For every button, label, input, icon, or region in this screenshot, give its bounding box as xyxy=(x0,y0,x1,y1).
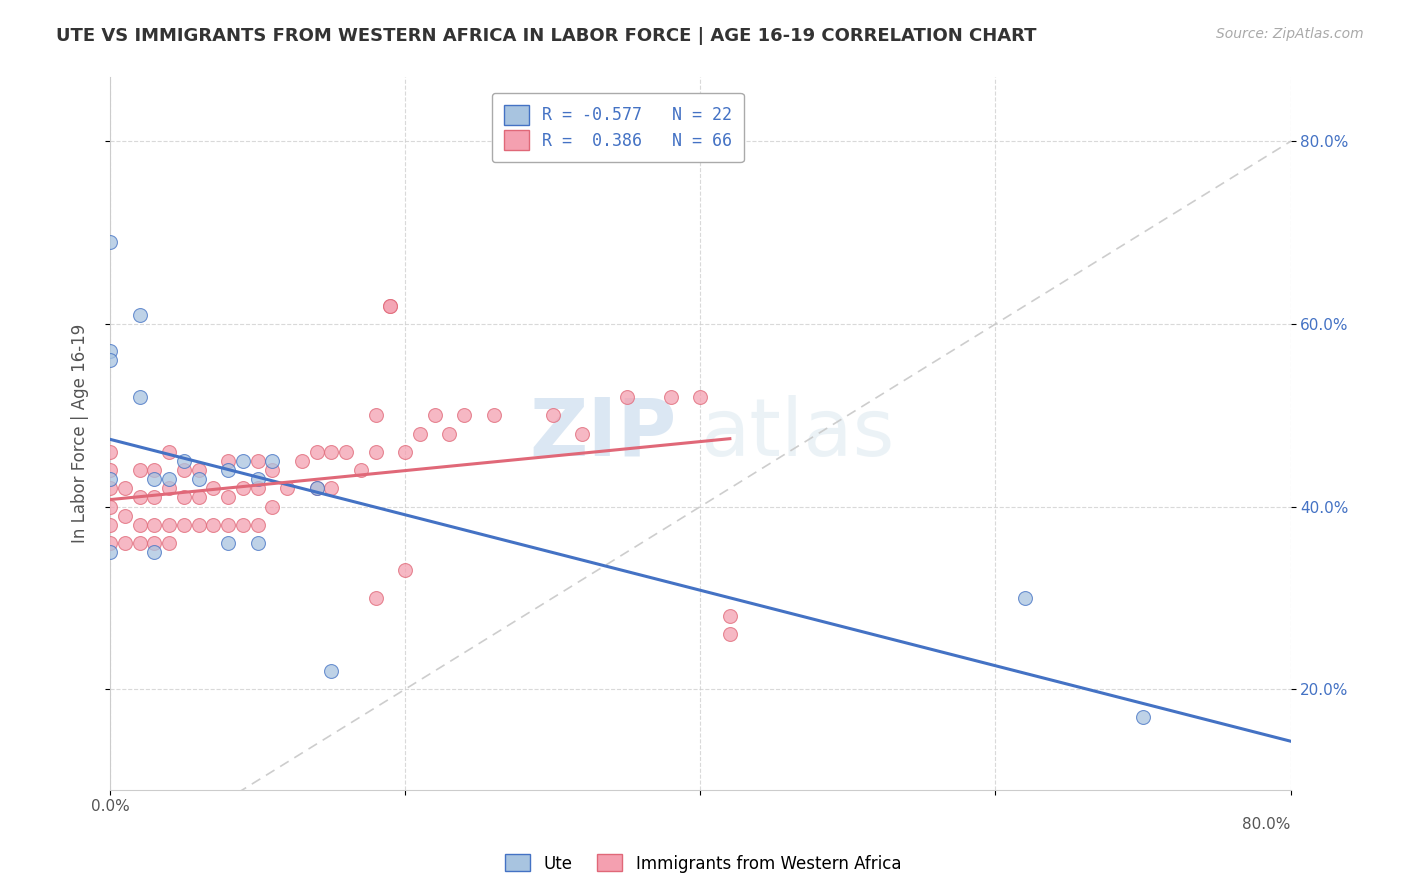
Text: atlas: atlas xyxy=(700,394,894,473)
Point xyxy=(246,536,269,550)
Point xyxy=(232,517,254,532)
Point xyxy=(157,444,180,458)
Point xyxy=(246,517,269,532)
Point xyxy=(321,664,343,678)
Point xyxy=(246,454,269,468)
Point xyxy=(128,517,150,532)
Point xyxy=(98,235,121,249)
Point xyxy=(128,390,150,404)
Point xyxy=(380,299,402,313)
Point xyxy=(380,299,402,313)
Point xyxy=(541,409,564,423)
Point xyxy=(187,491,209,505)
Point xyxy=(262,500,284,514)
Point xyxy=(305,481,328,495)
Point xyxy=(114,481,136,495)
Point xyxy=(143,472,166,486)
Point xyxy=(394,444,416,458)
Point xyxy=(217,536,239,550)
Point xyxy=(718,627,741,641)
Point xyxy=(98,536,121,550)
Point xyxy=(114,536,136,550)
Point xyxy=(187,517,209,532)
Point xyxy=(143,517,166,532)
Point xyxy=(98,500,121,514)
Point xyxy=(98,444,121,458)
Point xyxy=(173,517,195,532)
Point xyxy=(128,308,150,322)
Point xyxy=(202,481,225,495)
Point xyxy=(305,444,328,458)
Point xyxy=(157,481,180,495)
Point xyxy=(173,491,195,505)
Point xyxy=(143,491,166,505)
Point xyxy=(291,454,314,468)
Point xyxy=(321,444,343,458)
Point xyxy=(262,463,284,477)
Point xyxy=(187,472,209,486)
Point xyxy=(409,426,432,441)
Point xyxy=(232,481,254,495)
Text: Source: ZipAtlas.com: Source: ZipAtlas.com xyxy=(1216,27,1364,41)
Point xyxy=(217,517,239,532)
Point xyxy=(232,454,254,468)
Point xyxy=(262,454,284,468)
Y-axis label: In Labor Force | Age 16-19: In Labor Force | Age 16-19 xyxy=(72,324,89,543)
Point xyxy=(689,390,711,404)
Point xyxy=(1132,709,1154,723)
Point xyxy=(98,353,121,368)
Point xyxy=(157,517,180,532)
Point xyxy=(187,463,209,477)
Point xyxy=(276,481,298,495)
Point xyxy=(173,463,195,477)
Point xyxy=(128,491,150,505)
Text: ZIP: ZIP xyxy=(530,394,676,473)
Point xyxy=(364,591,387,605)
Point xyxy=(482,409,505,423)
Point xyxy=(98,344,121,359)
Point xyxy=(114,508,136,523)
Point xyxy=(98,545,121,559)
Point xyxy=(202,517,225,532)
Point xyxy=(718,609,741,624)
Point xyxy=(321,481,343,495)
Point xyxy=(364,444,387,458)
Point xyxy=(335,444,357,458)
Point xyxy=(143,545,166,559)
Point xyxy=(128,463,150,477)
Point xyxy=(350,463,373,477)
Point xyxy=(98,517,121,532)
Point xyxy=(305,481,328,495)
Legend: Ute, Immigrants from Western Africa: Ute, Immigrants from Western Africa xyxy=(498,847,908,880)
Point xyxy=(173,454,195,468)
Point xyxy=(217,454,239,468)
Point xyxy=(246,472,269,486)
Point xyxy=(423,409,446,423)
Point xyxy=(453,409,475,423)
Point xyxy=(217,491,239,505)
Point xyxy=(157,536,180,550)
Point xyxy=(571,426,593,441)
Point xyxy=(98,481,121,495)
Point xyxy=(217,463,239,477)
Text: UTE VS IMMIGRANTS FROM WESTERN AFRICA IN LABOR FORCE | AGE 16-19 CORRELATION CHA: UTE VS IMMIGRANTS FROM WESTERN AFRICA IN… xyxy=(56,27,1036,45)
Point xyxy=(143,463,166,477)
Point xyxy=(659,390,682,404)
Text: 80.0%: 80.0% xyxy=(1243,817,1291,832)
Point xyxy=(143,536,166,550)
Point xyxy=(128,536,150,550)
Point xyxy=(394,564,416,578)
Point xyxy=(616,390,638,404)
Point xyxy=(157,472,180,486)
Point xyxy=(246,481,269,495)
Point xyxy=(98,463,121,477)
Legend: R = -0.577   N = 22, R =  0.386   N = 66: R = -0.577 N = 22, R = 0.386 N = 66 xyxy=(492,93,744,161)
Point xyxy=(364,409,387,423)
Point xyxy=(439,426,461,441)
Point xyxy=(1014,591,1036,605)
Point xyxy=(98,472,121,486)
